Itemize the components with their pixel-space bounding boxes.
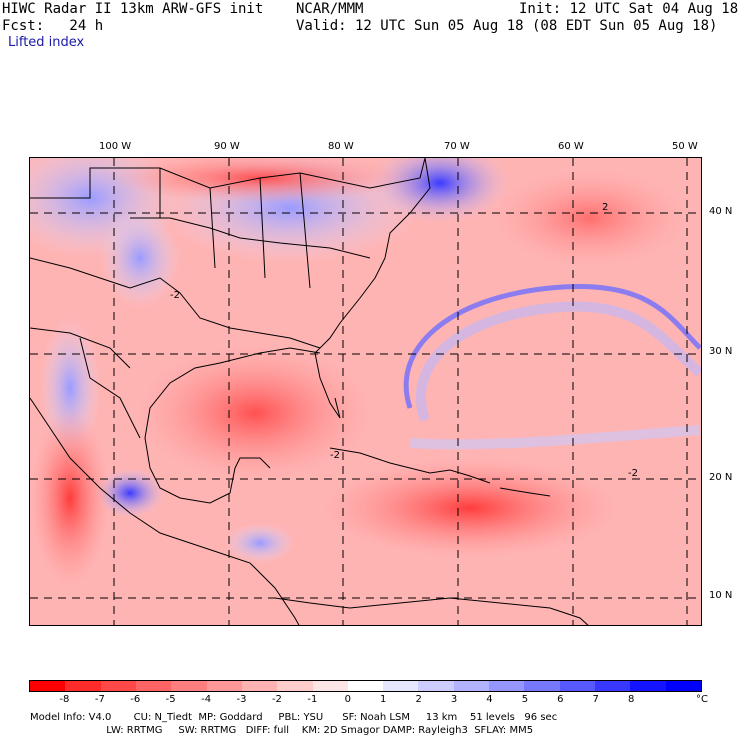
colorbar-tick-label: 1 bbox=[380, 694, 387, 705]
colorbar bbox=[29, 680, 702, 692]
org-label: NCAR/MMM bbox=[296, 1, 364, 17]
field-red-gulf bbox=[135, 343, 375, 483]
colorbar-segment bbox=[418, 681, 454, 691]
lon-label-50w: 50 W bbox=[672, 141, 698, 152]
lat-label-10n: 10 N bbox=[709, 590, 733, 601]
colorbar-tick-label: 5 bbox=[521, 694, 529, 705]
colorbar-segment bbox=[135, 681, 172, 691]
model-title: HIWC Radar II 13km ARW-GFS init bbox=[2, 1, 264, 17]
colorbar-tick-label: -8 bbox=[59, 694, 70, 705]
colorbar-tick-label: -3 bbox=[236, 694, 247, 705]
colorbar-tick-label: -1 bbox=[307, 694, 318, 705]
lon-label-70w: 70 W bbox=[444, 141, 470, 152]
colorbar-segment bbox=[489, 681, 525, 691]
colorbar-tick-label: 8 bbox=[627, 694, 635, 705]
lon-label-80w: 80 W bbox=[328, 141, 354, 152]
lifted-index-map: 2 -2 -2 -2 bbox=[29, 157, 702, 626]
lat-label-40n: 40 N bbox=[709, 206, 733, 217]
colorbar-segment bbox=[453, 681, 490, 691]
colorbar-segment bbox=[206, 681, 242, 691]
colorbar-tick-label: -2 bbox=[271, 694, 282, 705]
colorbar-segment bbox=[312, 681, 348, 691]
colorbar-segment bbox=[630, 681, 666, 691]
contour-label: -2 bbox=[170, 290, 180, 301]
colorbar-tick-label: 2 bbox=[415, 694, 422, 705]
field-blue-central-america bbox=[225, 523, 295, 563]
init-time: Init: 12 UTC Sat 04 Aug 18 bbox=[519, 1, 739, 17]
field-red-atlantic-north bbox=[490, 168, 690, 268]
colorbar-segment bbox=[277, 681, 313, 691]
lat-label-20n: 20 N bbox=[709, 472, 733, 483]
colorbar-unit: °C bbox=[696, 694, 708, 705]
colorbar-segment bbox=[347, 681, 384, 691]
colorbar-tick-label: 0 bbox=[344, 694, 351, 705]
colorbar-tick-label: 7 bbox=[592, 694, 599, 705]
colorbar-segment bbox=[30, 681, 66, 691]
contour-label: 2 bbox=[602, 202, 608, 213]
contour-label: -2 bbox=[628, 468, 638, 479]
colorbar-segment bbox=[383, 681, 419, 691]
model-info-line1: Model Info: V4.0 CU: N_Tiedt MP: Goddard… bbox=[30, 712, 558, 723]
field-blue-swirl bbox=[403, 284, 701, 409]
field-name: Lifted index bbox=[8, 35, 85, 50]
field-blue-mexico-south bbox=[95, 468, 165, 518]
colorbar-segment bbox=[65, 681, 101, 691]
map-canvas: 2 -2 -2 -2 bbox=[30, 158, 701, 625]
lon-label-60w: 60 W bbox=[558, 141, 584, 152]
lon-label-100w: 100 W bbox=[99, 141, 132, 152]
coastlines bbox=[30, 158, 589, 625]
colorbar-tick-label: 6 bbox=[557, 694, 564, 705]
valid-time: Valid: 12 UTC Sun 05 Aug 18 (08 EDT Sun … bbox=[296, 18, 718, 34]
colorbar-segment bbox=[241, 681, 278, 691]
model-info-line2: LW: RRTMG SW: RRTMG DIFF: full KM: 2D Sm… bbox=[30, 725, 534, 736]
colorbar-segment bbox=[559, 681, 595, 691]
field-blue-swirl-halo bbox=[415, 301, 701, 422]
lon-label-90w: 90 W bbox=[214, 141, 240, 152]
lat-lon-grid bbox=[30, 158, 701, 625]
colorbar-segment bbox=[171, 681, 207, 691]
colorbar-tick-label: -5 bbox=[165, 694, 176, 705]
colorbar-segment bbox=[524, 681, 560, 691]
colorbar-segment bbox=[665, 681, 701, 691]
field-blue-rockies bbox=[100, 208, 180, 308]
colorbar-tick-label: -7 bbox=[94, 694, 105, 705]
field-blue-band-20n bbox=[409, 425, 701, 450]
field-red-caribbean bbox=[320, 458, 620, 558]
colorbar-tick-label: -6 bbox=[130, 694, 141, 705]
lat-label-30n: 30 N bbox=[709, 346, 733, 357]
colorbar-tick-label: 4 bbox=[486, 694, 493, 705]
colorbar-segment bbox=[595, 681, 631, 691]
colorbar-segment bbox=[100, 681, 136, 691]
field-red-pacific bbox=[30, 408, 110, 588]
forecast-hour: Fcst: 24 h bbox=[2, 18, 104, 34]
colorbar-tick-label: 3 bbox=[450, 694, 458, 705]
colorbar-tick-label: -4 bbox=[201, 694, 212, 705]
contour-label: -2 bbox=[330, 450, 340, 461]
